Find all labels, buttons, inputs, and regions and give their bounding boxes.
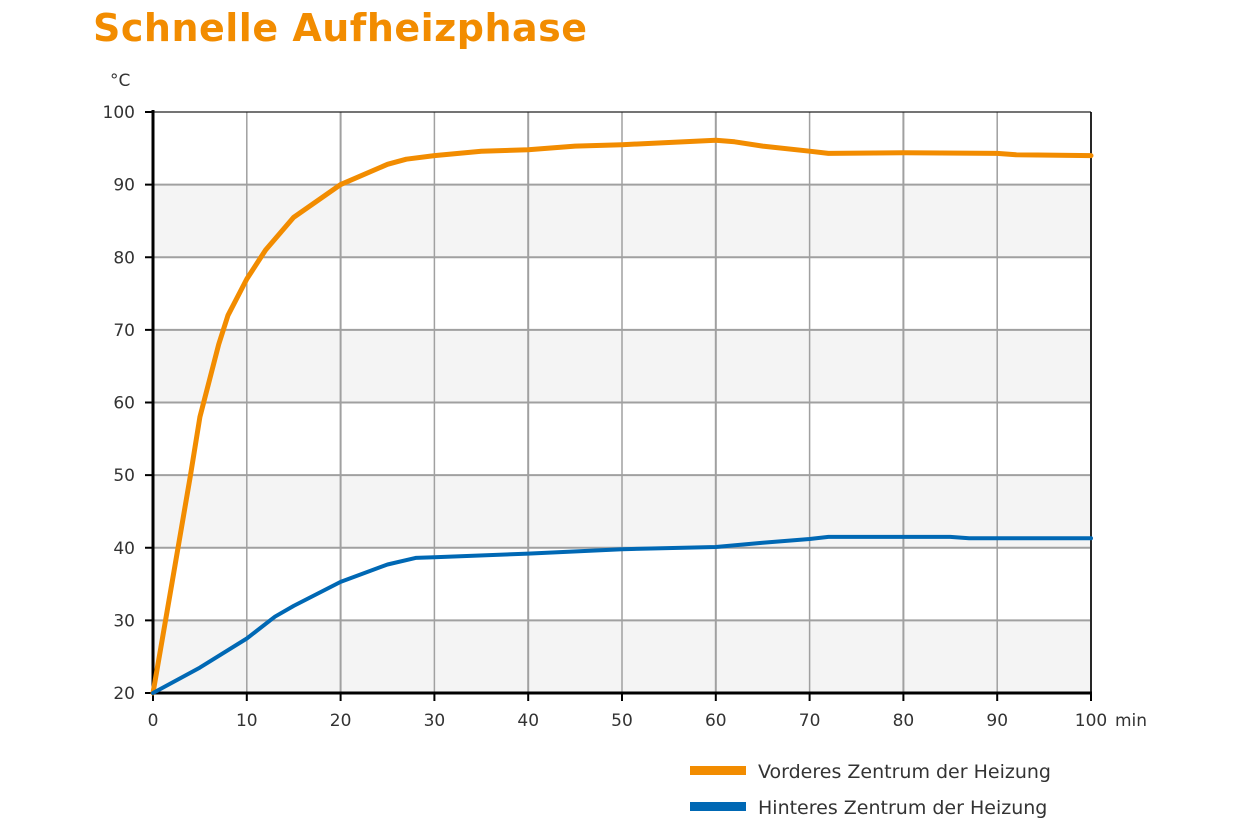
y-axis-label: °C (110, 71, 130, 91)
series-line-front (150, 137, 1094, 696)
x-tick-label: 60 (705, 711, 727, 731)
x-tick-label: 50 (611, 711, 633, 731)
legend-label: Hinteres Zentrum der Heizung (758, 797, 1047, 819)
legend-swatch (690, 802, 746, 811)
y-tick-label: 30 (113, 611, 135, 631)
y-tick-label: 100 (103, 103, 135, 123)
legend-label: Vorderes Zentrum der Heizung (758, 761, 1051, 783)
y-tick-label: 90 (113, 176, 135, 196)
x-tick-label: 70 (799, 711, 821, 731)
x-tick-label: 90 (986, 711, 1008, 731)
y-tick-label: 70 (113, 321, 135, 341)
x-tick-label: 100 (1075, 711, 1107, 731)
y-tick-label: 50 (113, 466, 135, 486)
x-tick-label: 30 (424, 711, 446, 731)
legend-swatch (690, 766, 746, 775)
y-tick-label: 60 (113, 394, 135, 414)
y-tick-label: 80 (113, 248, 135, 268)
y-tick-label: 20 (113, 684, 135, 704)
y-tick-label: 40 (113, 539, 135, 559)
x-axis-label: min (1115, 711, 1147, 731)
chart-title: Schnelle Aufheizphase (93, 6, 588, 50)
x-tick-label: 0 (148, 711, 159, 731)
x-tick-label: 20 (330, 711, 352, 731)
x-tick-label: 40 (517, 711, 539, 731)
series-line-back (151, 534, 1093, 695)
x-tick-label: 10 (236, 711, 258, 731)
x-tick-label: 80 (893, 711, 915, 731)
